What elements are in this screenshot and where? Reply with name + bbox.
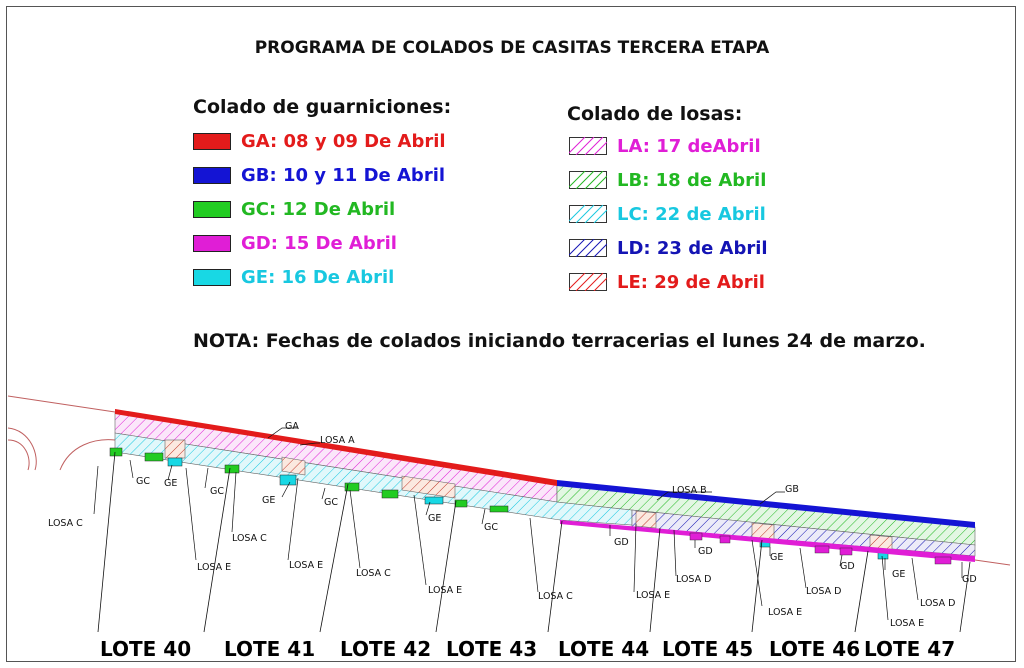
losa-c-plan-label: LOSA C xyxy=(48,518,83,529)
gd-plan-label: GD xyxy=(698,546,713,557)
gd-plan-label: GD xyxy=(840,561,855,572)
losa-c-plan-label: LOSA C xyxy=(232,533,267,544)
gd-curb xyxy=(560,520,975,562)
lote-41-label: LOTE 41 xyxy=(224,637,316,661)
lote-45-label: LOTE 45 xyxy=(662,637,754,661)
gb-swatch xyxy=(193,166,231,184)
losa-b-plan-label: LOSA B xyxy=(672,485,707,496)
losa-c-slab xyxy=(114,432,633,526)
lote-46-label: LOTE 46 xyxy=(769,637,861,661)
ge-plan-label: GE xyxy=(770,552,783,563)
legend-item-ge: GE: 16 De Abril xyxy=(193,266,394,288)
legend-label: LC: 22 de Abril xyxy=(617,203,766,225)
gd-swatch xyxy=(193,234,231,252)
ge-plan-label: GE xyxy=(428,513,441,524)
drawing-frame xyxy=(6,6,1016,662)
legend-label: GE: 16 De Abril xyxy=(241,266,395,288)
legend-item-ga: GA: 08 y 09 De Abril xyxy=(193,130,446,152)
losa-e-plan-label: LOSA E xyxy=(289,560,323,571)
lote-43-label: LOTE 43 xyxy=(446,637,538,661)
ge-curbs xyxy=(167,457,889,560)
ge-swatch xyxy=(193,268,231,286)
losa-d-plan-label: LOSA D xyxy=(806,586,841,597)
legend-item-gd: GD: 15 De Abril xyxy=(193,232,397,254)
gb-plan-label: GB xyxy=(785,484,799,495)
page-title: PROGRAMA DE COLADOS DE CASITAS TERCERA E… xyxy=(254,38,770,58)
losa-e-plan-label: LOSA E xyxy=(768,607,802,618)
lb-hatch-swatch xyxy=(569,171,607,189)
lote-42-label: LOTE 42 xyxy=(340,637,432,661)
nota-text: NOTA: Fechas de colados iniciando terrac… xyxy=(193,330,926,352)
lc-hatch-swatch xyxy=(569,205,607,223)
legend-item-gb: GB: 10 y 11 De Abril xyxy=(193,164,445,186)
legend-item-ld: LD: 23 de Abril xyxy=(569,237,768,259)
losa-c-plan-label: LOSA C xyxy=(356,568,391,579)
ge-plan-label: GE xyxy=(262,495,275,506)
lote-47-label: LOTE 47 xyxy=(864,637,956,661)
gc-swatch xyxy=(193,200,231,218)
legend-label: GC: 12 De Abril xyxy=(241,198,396,220)
gc-plan-label: GC xyxy=(324,497,338,508)
ld-hatch-swatch xyxy=(569,239,607,257)
gd-plan-label: GD xyxy=(962,574,977,585)
legend-label: GA: 08 y 09 De Abril xyxy=(241,130,446,152)
guarniciones-heading: Colado de guarniciones: xyxy=(193,96,452,118)
legend-item-la: LA: 17 deAbril xyxy=(569,135,761,157)
lote-44-label: LOTE 44 xyxy=(558,637,650,661)
gc-plan-label: GC xyxy=(136,476,150,487)
legend-label: LD: 23 de Abril xyxy=(617,237,768,259)
losa-e-plan-label: LOSA E xyxy=(428,585,462,596)
losa-e-plan-label: LOSA E xyxy=(890,618,924,629)
legend-label: LB: 18 de Abril xyxy=(617,169,767,191)
legend-item-lc: LC: 22 de Abril xyxy=(569,203,766,225)
legend-label: LE: 29 de Abril xyxy=(617,271,765,293)
lot-division-lines xyxy=(97,451,971,633)
losa-e-plan-label: LOSA E xyxy=(636,590,670,601)
gc-plan-label: GC xyxy=(484,522,498,533)
street-edge-left xyxy=(7,395,116,471)
legend-label: GD: 15 De Abril xyxy=(241,232,397,254)
ga-curb xyxy=(115,409,557,486)
legend-item-lb: LB: 18 de Abril xyxy=(569,169,766,191)
legend-label: LA: 17 deAbril xyxy=(617,135,761,157)
leader-lines xyxy=(93,427,963,621)
legend-item-gc: GC: 12 De Abril xyxy=(193,198,395,220)
gb-curb xyxy=(557,480,975,528)
ge-plan-label: GE xyxy=(164,478,177,489)
la-hatch-swatch xyxy=(569,137,607,155)
le-hatch-swatch xyxy=(569,273,607,291)
losas-heading: Colado de losas: xyxy=(567,103,743,125)
ga-plan-label: GA xyxy=(285,421,299,432)
ge-plan-label: GE xyxy=(892,569,905,580)
gc-curbs xyxy=(109,447,509,513)
legend-label: GB: 10 y 11 De Abril xyxy=(241,164,446,186)
street-edge-right xyxy=(974,559,1011,566)
legend-item-le: LE: 29 de Abril xyxy=(569,271,765,293)
losa-c-plan-label: LOSA C xyxy=(538,591,573,602)
lote-40-label: LOTE 40 xyxy=(100,637,192,661)
losa-a-plan-label: LOSA A xyxy=(320,435,355,446)
ga-swatch xyxy=(193,132,231,150)
losa-d-plan-label: LOSA D xyxy=(920,598,955,609)
gc-plan-label: GC xyxy=(210,486,224,497)
gd-plan-label: GD xyxy=(614,537,629,548)
gd-small-curbs xyxy=(689,532,952,565)
losa-d-plan-label: LOSA D xyxy=(676,574,711,585)
losa-e-plan-label: LOSA E xyxy=(197,562,231,573)
